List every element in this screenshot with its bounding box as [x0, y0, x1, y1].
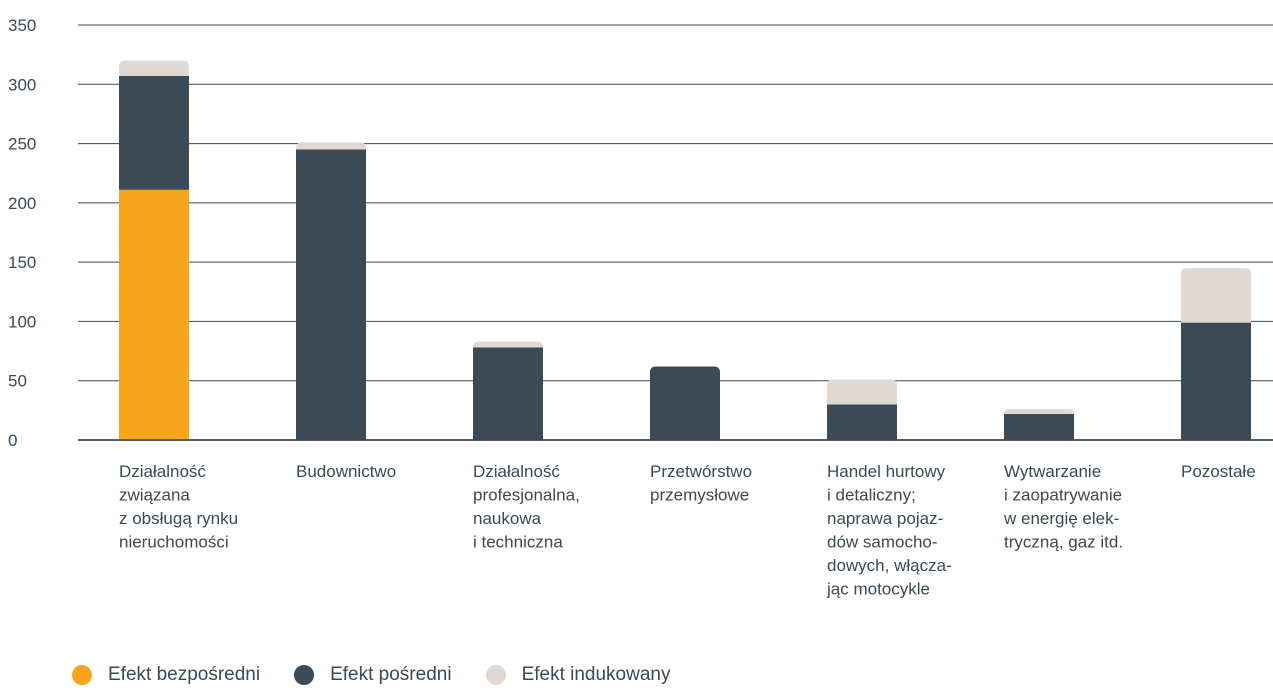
bar-segment — [1181, 268, 1251, 323]
y-axis: 0 50 100 150 200 250 300 350 — [8, 16, 36, 450]
y-tick-label: 0 — [8, 431, 17, 450]
bar-segment — [119, 189, 189, 440]
legend-swatch-induced — [485, 665, 506, 685]
bar-segment — [827, 404, 897, 440]
bar-segment — [650, 366, 720, 440]
legend-swatch-direct — [72, 665, 92, 685]
legend-label-induced: Efekt indukowany — [521, 664, 671, 685]
x-tick-label: Wytwarzanie i zaopatrywanie w energię elek… — [1003, 462, 1123, 552]
bar-segment — [119, 75, 189, 190]
legend-swatch-indirect — [294, 665, 315, 685]
x-tick-label: Pozostałe — [1181, 462, 1256, 481]
x-tick-label: Handel hurtowy i detaliczny; naprawa pojaz… — [826, 462, 952, 599]
y-tick-label: 300 — [8, 75, 36, 94]
y-tick-label: 150 — [8, 253, 36, 272]
bar-segment — [296, 142, 366, 150]
bar-group — [1181, 268, 1251, 440]
legend-item-direct: Efekt bezpośredni — [72, 664, 260, 686]
y-tick-label: 100 — [8, 312, 36, 331]
x-tick-label: Przetwórstwo przemysłowe — [650, 462, 752, 505]
chart: 0 50 100 150 200 250 300 350 Działalność związan… — [8, 16, 1273, 599]
bar-segment — [473, 341, 543, 348]
legend-label-indirect: Efekt pośredni — [330, 664, 452, 685]
y-tick-label: 350 — [8, 16, 36, 35]
bar-group — [296, 142, 366, 440]
bar-segment — [1181, 322, 1251, 440]
bar-group — [119, 60, 189, 440]
bar-group — [827, 379, 897, 440]
x-axis: Działalność związana z obsługą rynku nieruc… — [119, 462, 1256, 599]
x-tick-label: Działalność profesjonalna, naukowa i techni… — [473, 462, 580, 552]
bar-segment — [1004, 409, 1074, 414]
y-tick-label: 50 — [8, 372, 27, 391]
bar-group — [1004, 409, 1074, 440]
bar-segment — [296, 149, 366, 440]
bar-group — [473, 341, 543, 440]
legend-label-direct: Efekt bezpośredni — [108, 664, 261, 685]
bar-group — [650, 366, 720, 440]
bar-segment — [473, 347, 543, 440]
x-tick-label: Działalność związana z obsługą rynku nieruc… — [119, 462, 238, 552]
y-tick-label: 250 — [8, 135, 36, 154]
legend: Efekt bezpośredni Efekt pośredni Efekt i… — [72, 664, 704, 686]
bar-segment — [1004, 413, 1074, 440]
bars — [78, 60, 1273, 441]
legend-item-indirect: Efekt pośredni — [294, 664, 452, 686]
y-tick-label: 200 — [8, 194, 36, 213]
x-tick-label: Budownictwo — [296, 462, 396, 481]
bar-segment — [827, 379, 897, 405]
legend-item-induced: Efekt indukowany — [485, 664, 671, 686]
bar-segment — [119, 60, 189, 76]
